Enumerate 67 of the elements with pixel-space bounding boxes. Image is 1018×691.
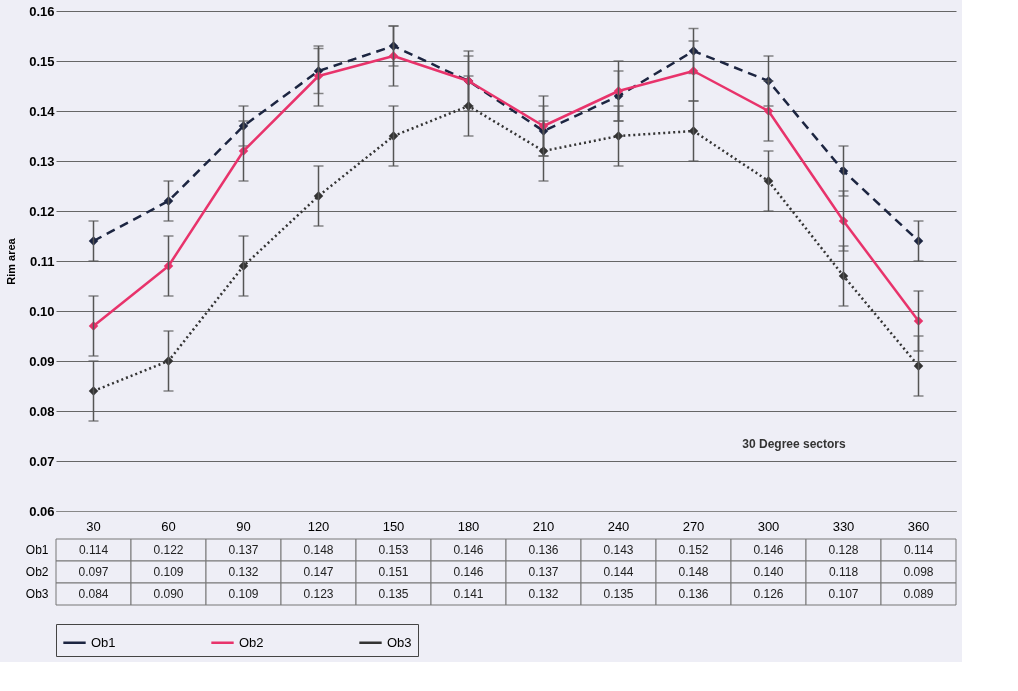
data-label: 0.109 (153, 565, 184, 579)
data-label: 0.148 (303, 543, 334, 557)
text: Ob2 (25, 565, 49, 579)
x-tick-label: 240 (607, 518, 630, 534)
data-label: 0.084 (78, 587, 109, 601)
y-tick-label: 0.09 (29, 353, 55, 369)
y-axis-title: Rim area (5, 237, 18, 285)
y-tick-label: 0.14 (29, 103, 56, 119)
data-label: 0.140 (753, 565, 784, 579)
data-label: 0.146 (453, 543, 484, 557)
data-label: 0.132 (528, 587, 559, 601)
data-label: 0.143 (603, 543, 634, 557)
data-label: 0.097 (78, 565, 109, 579)
y-tick-label: 0.12 (29, 203, 55, 219)
data-label: 0.153 (378, 543, 409, 557)
x-tick-label: 360 (907, 518, 930, 534)
data-label: 0.148 (678, 565, 709, 579)
x-tick-label: 150 (382, 518, 405, 534)
data-label: 0.147 (303, 565, 334, 579)
x-tick-label: 60 (161, 518, 176, 534)
data-label: 0.090 (153, 587, 184, 601)
x-tick-label: 90 (236, 518, 251, 534)
data-label: 0.114 (78, 543, 109, 557)
data-label: 0.146 (453, 565, 484, 579)
x-tick-label: 180 (457, 518, 480, 534)
data-label: 0.122 (153, 543, 184, 557)
data-label: 0.107 (828, 587, 859, 601)
x-tick-label: 30 (86, 518, 101, 534)
data-label: 0.136 (678, 587, 709, 601)
data-label: 0.137 (528, 565, 559, 579)
y-tick-label: 0.15 (29, 53, 55, 69)
x-tick-label: 210 (532, 518, 555, 534)
y-tick-label: 0.08 (29, 403, 55, 419)
legend-label: Ob2 (239, 634, 264, 650)
text: Ob3 (25, 587, 49, 601)
text: Ob1 (25, 543, 49, 557)
data-label: 0.135 (603, 587, 634, 601)
legend-label: Ob1 (91, 634, 116, 650)
data-label: 0.128 (828, 543, 859, 557)
data-label: 0.126 (753, 587, 784, 601)
x-tick-label: 120 (307, 518, 330, 534)
x-tick-label: 330 (832, 518, 855, 534)
data-label: 0.135 (378, 587, 409, 601)
x-tick-label: 300 (757, 518, 780, 534)
y-tick-label: 0.07 (29, 453, 55, 469)
data-label: 0.132 (228, 565, 259, 579)
data-label: 0.089 (903, 587, 934, 601)
y-tick-label: 0.16 (29, 3, 55, 19)
y-tick-label: 0.10 (29, 303, 55, 319)
data-label: 0.144 (603, 565, 634, 579)
data-label: 0.109 (228, 587, 259, 601)
y-tick-label: 0.13 (29, 153, 55, 169)
data-label: 0.114 (903, 543, 934, 557)
data-label: 0.141 (453, 587, 484, 601)
legend-label: Ob3 (387, 634, 412, 650)
data-label: 0.137 (228, 543, 259, 557)
y-tick-label: 0.11 (29, 253, 55, 269)
data-label: 0.152 (678, 543, 709, 557)
data-label: 0.123 (303, 587, 334, 601)
data-label: 0.098 (903, 565, 934, 579)
x-axis-title: 30 Degree sectors (742, 436, 847, 451)
data-label: 0.151 (378, 565, 409, 579)
data-label: 0.118 (828, 565, 859, 579)
data-label: 0.136 (528, 543, 559, 557)
data-label: 0.146 (753, 543, 784, 557)
y-tick-label: 0.06 (29, 503, 55, 519)
x-tick-label: 270 (682, 518, 705, 534)
